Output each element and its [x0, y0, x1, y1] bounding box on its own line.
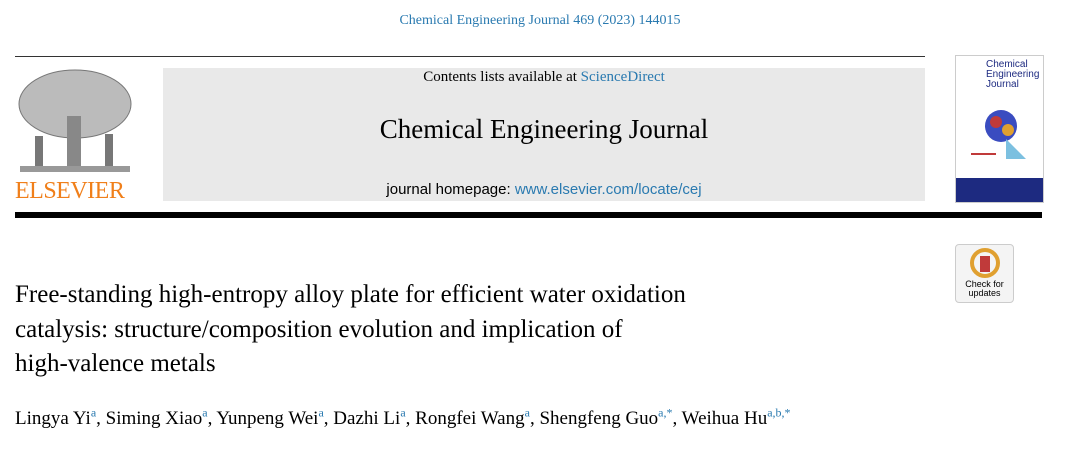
- homepage-url[interactable]: www.elsevier.com/locate/cej: [514, 181, 702, 198]
- cover-band: [956, 178, 1043, 202]
- title-line: high-valence metals: [15, 350, 216, 377]
- publisher: ELSEVIER: [15, 178, 125, 204]
- authors: Lingya Yia, Siming Xiaoa, Yunpeng Weia, …: [15, 400, 895, 432]
- author: Lingya Yia,: [15, 406, 106, 430]
- badge-line: updates: [968, 288, 1001, 298]
- contents-prefix: Contents lists available at: [423, 69, 577, 85]
- journal-ref[interactable]: Chemical Engineering Journal 469 (2023) …: [399, 13, 681, 28]
- author-affiliation[interactable]: a: [90, 406, 97, 420]
- author-affiliation[interactable]: a,*: [658, 406, 673, 420]
- author-name: Siming Xiao: [105, 408, 203, 430]
- homepage-prefix: journal homepage:: [386, 181, 511, 198]
- elsevier-tree: [18, 69, 132, 172]
- article-title: Free-standing high-entropy alloy plate f…: [15, 278, 686, 382]
- title-line: Free-standing high-entropy alloy plate f…: [15, 281, 686, 308]
- author-separator: ,: [207, 408, 213, 430]
- author-separator: ,: [323, 408, 329, 430]
- contents-line: Contents lists available at ScienceDirec…: [163, 69, 925, 86]
- author-separator: ,: [96, 408, 101, 430]
- author-affiliation[interactable]: a,b,*: [767, 406, 791, 420]
- thick-rule: [15, 212, 1042, 218]
- author-affiliation[interactable]: a: [202, 406, 208, 420]
- author: Yunpeng Weia,: [216, 406, 333, 430]
- author-name: Weihua Hu: [681, 408, 768, 430]
- badge-text: Check for updates: [956, 280, 1013, 298]
- title-line: catalysis: structure/composition evoluti…: [15, 315, 623, 343]
- author-separator: ,: [405, 408, 411, 430]
- author-name: Yunpeng Wei: [216, 408, 319, 430]
- cover-title-line: Chemical: [986, 59, 1028, 70]
- author-name: Lingya Yi: [15, 408, 91, 430]
- author-affiliation[interactable]: a: [524, 406, 530, 420]
- author: Rongfei Wanga,: [415, 406, 539, 430]
- author-separator: ,: [529, 408, 535, 430]
- author: Siming Xiaoa,: [105, 406, 217, 430]
- author-affiliation[interactable]: a: [400, 406, 406, 420]
- author-name: Dazhi Li: [333, 408, 401, 430]
- author-name: Rongfei Wang: [415, 408, 525, 430]
- top-rule: [15, 56, 925, 57]
- header-box: Contents lists available at ScienceDirec…: [163, 68, 925, 201]
- author: Shengfeng Guoa,*,: [539, 406, 681, 430]
- badge-line: Check for: [965, 279, 1004, 289]
- cover-title: Chemical Engineering Journal: [986, 60, 1039, 90]
- cover-art: [971, 110, 1026, 159]
- badge-icon: [969, 248, 1000, 278]
- check-updates-badge[interactable]: Check for updates: [955, 244, 1014, 303]
- cover-title-line: Journal: [986, 79, 1019, 90]
- journal-cover: Chemical Engineering Journal: [955, 55, 1044, 203]
- author-name: Shengfeng Guo: [539, 408, 659, 430]
- author-separator: ,: [672, 408, 678, 430]
- author: Weihua Hua,b,*: [681, 406, 791, 430]
- journal-title: Chemical Engineering Journal: [379, 114, 709, 144]
- sciencedirect-link[interactable]: ScienceDirect: [580, 69, 665, 85]
- author: Dazhi Lia,: [333, 406, 415, 430]
- cover-title-line: Engineering: [986, 69, 1040, 80]
- homepage-line: journal homepage: www.elsevier.com/locat…: [163, 181, 925, 198]
- author-affiliation[interactable]: a: [318, 406, 324, 420]
